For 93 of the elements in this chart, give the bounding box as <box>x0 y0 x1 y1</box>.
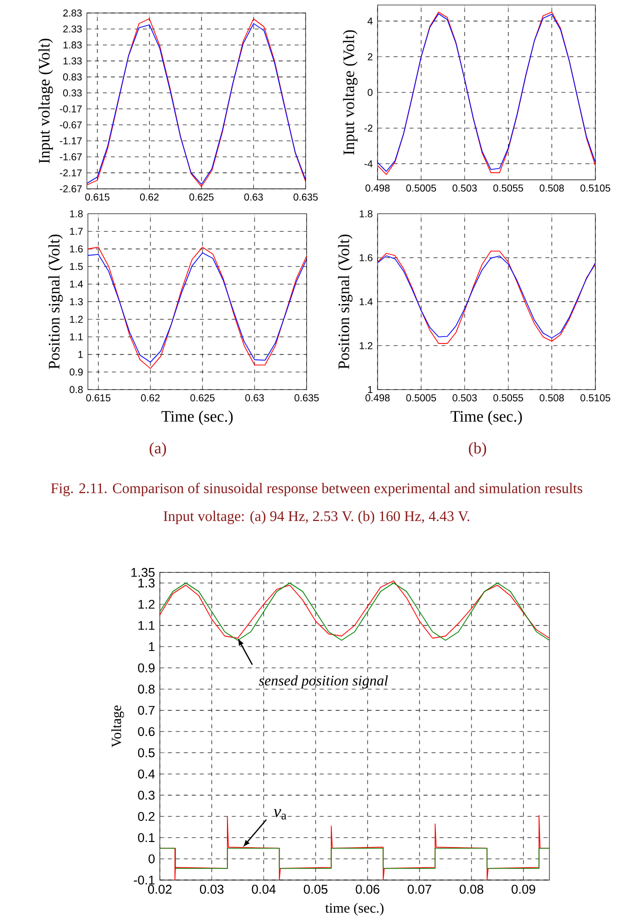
caption: Fig. 2.11. Comparison of sinusoidal response between experimental and simulation results <box>50 482 582 496</box>
y-tick-label: -0.67 <box>60 121 82 128</box>
y-tick-label: 1.2 <box>360 342 372 350</box>
x-tick-label: 0.03 <box>200 884 224 894</box>
x-tick-label: 0.508 <box>540 184 564 192</box>
y-tick-label: 1.2 <box>138 600 154 609</box>
y-tick-label: 0.8 <box>138 684 154 694</box>
y-tick-label: 0.5 <box>138 748 154 758</box>
x-tick-label: 0.62 <box>140 394 160 402</box>
y-axis-title: Input voltage (Volt) <box>342 30 358 155</box>
x-tick-label: 0.615 <box>86 394 110 402</box>
y-tick-label: 0.2 <box>138 812 154 821</box>
y-axis-title: Input voltage (Volt) <box>38 38 53 164</box>
x-tick-label: 0.07 <box>408 884 432 894</box>
x-tick-label: 0.5005 <box>406 184 436 192</box>
y-tick-label: 1.1 <box>138 621 154 630</box>
y-tick-label: 1.3 <box>138 578 154 588</box>
x-axis-title: Time (sec.) <box>161 410 233 426</box>
y-tick-label: 1.1 <box>70 333 83 340</box>
y-tick-label: -2 <box>364 124 372 132</box>
y-tick-label: 0.8 <box>70 386 83 394</box>
y-tick-label: -0.1 <box>134 876 154 885</box>
y-tick-label: 0.1 <box>138 833 154 842</box>
y-tick-label: 1.8 <box>360 210 372 218</box>
y-tick-label: 1.6 <box>70 245 83 252</box>
x-tick-label: 0.625 <box>190 394 214 402</box>
x-tick-label: 0.06 <box>356 884 380 894</box>
y-tick-label: 2 <box>368 53 372 60</box>
x-tick-label: 0.5055 <box>493 184 523 192</box>
x-tick-label: 0.625 <box>189 194 214 201</box>
x-tick-label: 0.503 <box>452 184 477 192</box>
y-tick-label: 4 <box>367 18 372 24</box>
y-tick-label: 1.4 <box>70 280 83 288</box>
y-tick-label: 1.33 <box>63 57 82 64</box>
y-tick-label: 0 <box>368 88 372 96</box>
text: Input voltage: (a) 94 Hz, 2.53 V. (b) 160 Hz, 4.43 V. <box>163 510 470 524</box>
y-tick-label: 2.83 <box>63 9 82 17</box>
y-tick-label: 0.3 <box>138 790 154 800</box>
y-tick-label: 1.35 <box>131 568 154 577</box>
annotation: v$_{a}$ <box>274 809 286 820</box>
x-tick-label: 0.08 <box>460 884 484 894</box>
y-tick-label: 1.7 <box>70 228 83 235</box>
y-tick-label: 0 <box>148 854 154 864</box>
y-tick-label: 0.9 <box>138 663 154 672</box>
y-tick-label: 1.8 <box>70 210 83 218</box>
x-tick-label: 0.5005 <box>406 394 436 402</box>
y-tick-label: -0.17 <box>60 105 82 112</box>
y-tick-label: 0.33 <box>63 89 82 96</box>
x-tick-label: 0.02 <box>148 884 172 894</box>
y-tick-label: 1.5 <box>70 263 83 270</box>
y-tick-label: 1.83 <box>63 41 82 49</box>
x-axis-title: Time (sec.) <box>450 410 522 426</box>
y-tick-label: 1.3 <box>70 298 83 306</box>
y-tick-label: 0.83 <box>63 73 82 80</box>
y-axis-title: Position signal (Volt) <box>48 234 63 370</box>
x-tick-label: 0.503 <box>452 394 477 402</box>
x-tick-label: 0.5055 <box>493 394 523 402</box>
text: (a) <box>150 442 166 457</box>
text: (b) <box>468 442 486 457</box>
y-tick-label: 1.4 <box>360 298 372 306</box>
y-tick-label: 0.7 <box>138 706 154 715</box>
y-axis-title: Position signal (Volt) <box>338 234 352 370</box>
y-tick-label: 2.33 <box>63 25 82 33</box>
x-tick-label: 0.498 <box>365 184 390 192</box>
y-tick-label: -2.67 <box>60 185 82 192</box>
y-tick-label: 0.9 <box>70 368 83 376</box>
x-tick-label: 0.5105 <box>580 394 610 402</box>
x-tick-label: 0.04 <box>252 884 276 894</box>
x-tick-label: 0.615 <box>85 194 110 201</box>
y-tick-label: 1 <box>368 386 372 394</box>
y-tick-label: 0.4 <box>138 770 155 778</box>
annotation: sensed position signal <box>258 675 388 689</box>
y-tick-label: 1.6 <box>360 254 372 262</box>
y-axis-title: Voltage <box>111 705 124 748</box>
y-tick-label: 1.2 <box>70 316 83 323</box>
y-tick-label: -2.17 <box>60 169 82 176</box>
x-tick-label: 0.09 <box>511 884 535 894</box>
y-tick-label: -1.67 <box>60 153 82 160</box>
x-tick-label: 0.508 <box>540 394 564 402</box>
x-tick-label: 0.635 <box>294 394 319 402</box>
x-tick-label: 0.498 <box>365 394 390 402</box>
x-tick-label: 0.5105 <box>580 184 610 192</box>
y-tick-label: 1 <box>148 642 154 652</box>
x-tick-label: 0.62 <box>140 194 158 201</box>
y-tick-label: -4 <box>364 160 372 168</box>
y-tick-label: 0.6 <box>138 727 154 736</box>
x-tick-label: 0.635 <box>293 194 318 201</box>
x-tick-label: 0.63 <box>244 194 263 201</box>
x-tick-label: 0.63 <box>245 394 264 402</box>
y-tick-label: 1 <box>78 351 83 358</box>
x-axis-title: time (sec.) <box>325 902 384 916</box>
y-tick-label: -1.17 <box>60 137 82 144</box>
x-tick-label: 0.05 <box>304 884 328 894</box>
